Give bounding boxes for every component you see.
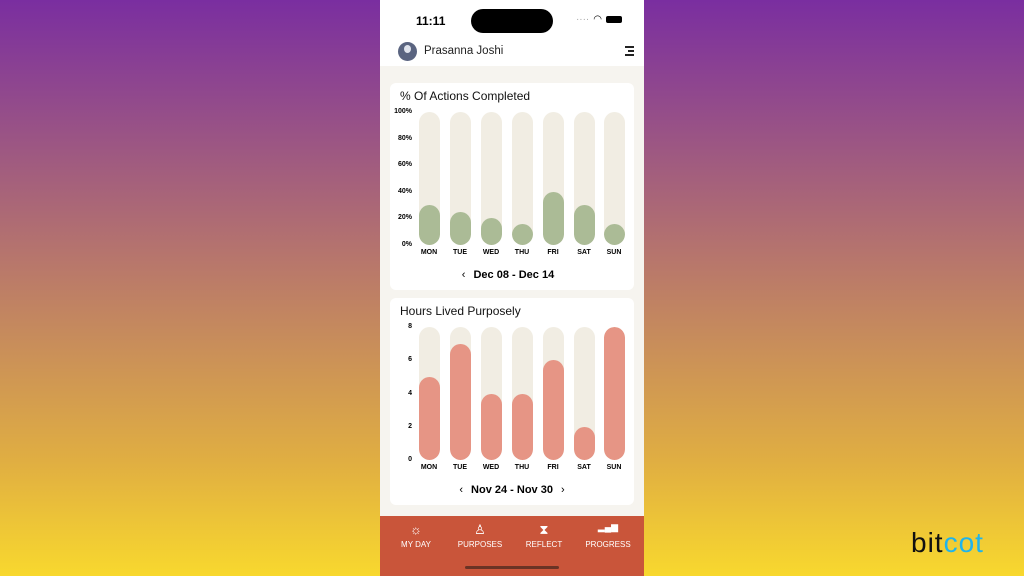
- x-tick-label: MON: [420, 249, 438, 256]
- y-tick-label: 4: [408, 389, 412, 397]
- x-tick-label: WED: [482, 249, 500, 256]
- y-tick-label: 0: [408, 456, 412, 463]
- bar-thu: [511, 393, 533, 460]
- nav-my-day[interactable]: ☼ MY DAY: [386, 522, 446, 576]
- x-tick-label: THU: [514, 249, 530, 256]
- bar-wed: [480, 218, 502, 245]
- x-tick-label: SAT: [577, 249, 591, 256]
- actions-chart-card: % Of Actions Completed 100% 80% 60% 40% 20% 0%…: [390, 83, 634, 290]
- bar-fri: [542, 360, 564, 460]
- bar-track: [449, 327, 471, 460]
- bar-sat: [573, 426, 595, 460]
- bar-tue: [449, 343, 471, 460]
- nav-reflect[interactable]: ⧗ REFLECT: [514, 522, 574, 576]
- x-tick-label: FRI: [547, 464, 559, 471]
- y-tick-label: 0%: [401, 241, 412, 248]
- date-range: ‹ Nov 24 - Nov 30 ›: [390, 484, 634, 496]
- prev-week-button[interactable]: ‹: [461, 269, 466, 281]
- bar-fri: [542, 191, 564, 245]
- bar-mon: [418, 376, 440, 460]
- bar-sat: [573, 205, 595, 245]
- app-header: Prasanna Joshi: [380, 40, 644, 66]
- bar-sun: [603, 327, 625, 460]
- hourglass-icon: ⧗: [539, 522, 549, 537]
- bar-track: [480, 112, 502, 245]
- bar-wed: [480, 393, 502, 460]
- bar-chart-icon: ▂▄▆: [597, 522, 619, 532]
- chart-title: % Of Actions Completed: [400, 89, 531, 103]
- y-tick-label: 100%: [394, 108, 412, 115]
- avatar[interactable]: [398, 42, 417, 61]
- x-tick-label: WED: [482, 464, 500, 471]
- y-tick-label: 20%: [397, 214, 412, 222]
- bar-tue: [449, 211, 471, 245]
- wifi-icon: ◠: [593, 14, 602, 25]
- nav-purposes[interactable]: ♙ PURPOSES: [450, 522, 510, 576]
- bar-track: [603, 327, 625, 460]
- x-tick-label: SUN: [606, 464, 622, 471]
- bar-track: [480, 327, 502, 460]
- bar-track: [573, 327, 595, 460]
- bitcot-logo: bitcot: [911, 527, 984, 558]
- bar-track: [603, 112, 625, 245]
- x-tick-label: THU: [514, 464, 530, 471]
- sun-icon: ☼: [410, 522, 422, 537]
- signal-icon: ····: [575, 14, 590, 25]
- status-time: 11:11: [416, 14, 446, 28]
- prev-week-button[interactable]: ‹: [459, 484, 464, 496]
- x-tick-label: FRI: [547, 249, 559, 256]
- bar-track: [573, 112, 595, 245]
- phone-screen: 11:11 ···· ◠ Prasanna Joshi % Of Actions …: [380, 0, 644, 576]
- dynamic-island: [471, 9, 553, 33]
- x-tick-label: SUN: [606, 249, 622, 256]
- battery-icon: [606, 16, 622, 23]
- y-tick-label: 80%: [397, 134, 412, 142]
- bar-track: [511, 327, 533, 460]
- bar-track: [449, 112, 471, 245]
- y-tick-label: 6: [408, 356, 412, 364]
- home-indicator: [465, 566, 559, 569]
- x-tick-label: TUE: [453, 464, 467, 471]
- y-tick-label: 2: [408, 422, 412, 430]
- bar-track: [511, 112, 533, 245]
- x-tick-label: TUE: [453, 249, 467, 256]
- nav-progress[interactable]: ▂▄▆ PROGRESS: [578, 522, 638, 576]
- y-tick-label: 8: [408, 323, 412, 330]
- bar-track: [418, 112, 440, 245]
- y-tick-label: 60%: [397, 161, 412, 169]
- person-bowl-icon: ♙: [474, 522, 486, 537]
- date-range-label: Nov 24 - Nov 30: [471, 484, 553, 496]
- next-week-button[interactable]: ›: [560, 484, 565, 496]
- bar-track: [542, 112, 564, 245]
- chart-title: Hours Lived Purposely: [400, 304, 521, 318]
- menu-icon[interactable]: [625, 46, 634, 58]
- bar-mon: [418, 205, 440, 245]
- y-tick-label: 40%: [397, 187, 412, 195]
- user-name: Prasanna Joshi: [424, 45, 504, 57]
- bar-sun: [603, 224, 625, 245]
- bar-thu: [511, 224, 533, 245]
- date-range-label: Dec 08 - Dec 14: [473, 269, 555, 281]
- date-range: ‹ Dec 08 - Dec 14: [390, 269, 634, 281]
- x-tick-label: SAT: [577, 464, 591, 471]
- x-tick-label: MON: [420, 464, 438, 471]
- status-bar: 11:11 ···· ◠: [380, 0, 644, 40]
- bar-track: [418, 327, 440, 460]
- hours-chart-card: Hours Lived Purposely 8 6 4 2 0 MON TUE WED THU FR…: [390, 298, 634, 505]
- bar-track: [542, 327, 564, 460]
